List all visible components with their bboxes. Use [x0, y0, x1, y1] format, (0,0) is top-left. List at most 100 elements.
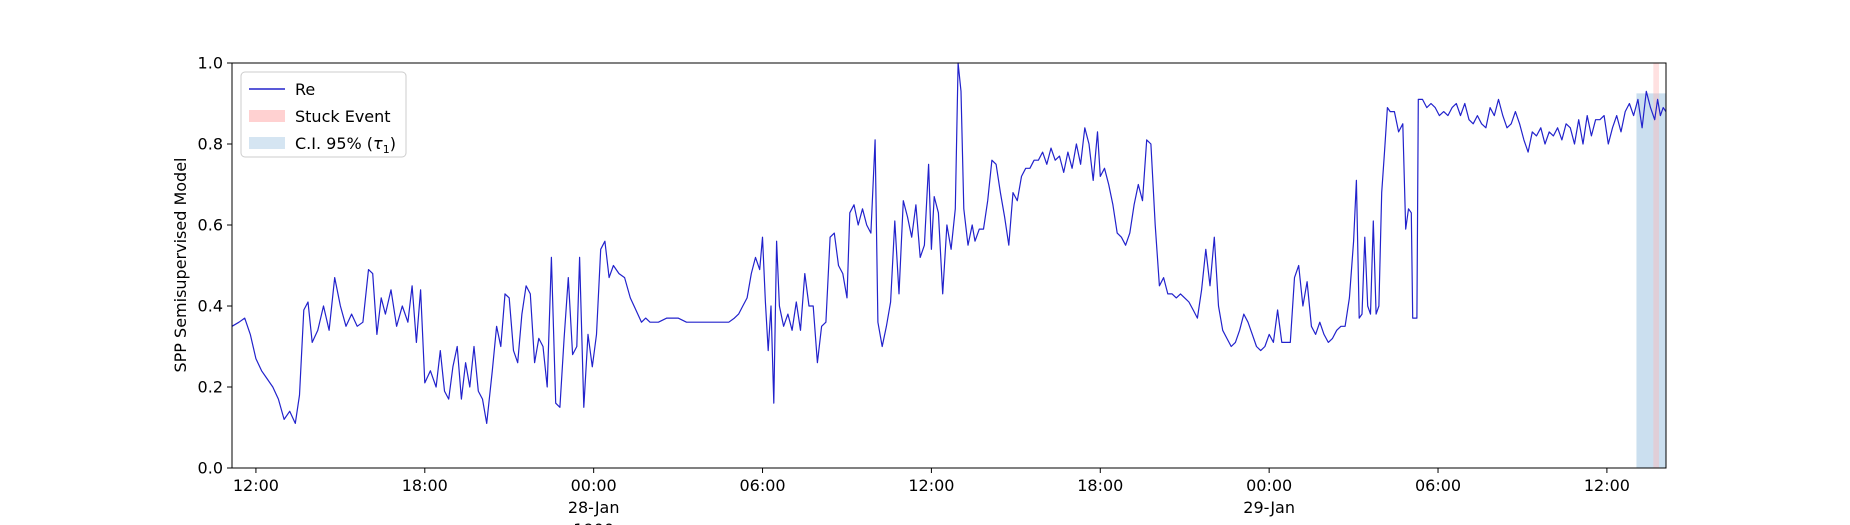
data-point: [1235, 342, 1236, 343]
data-point: [526, 285, 527, 286]
y-tick-label: 0.0: [198, 459, 223, 478]
data-point: [1050, 148, 1051, 149]
data-point: [762, 237, 763, 238]
data-point: [572, 354, 573, 355]
data-point: [1523, 139, 1524, 140]
data-point: [886, 326, 887, 327]
data-point: [1544, 143, 1545, 144]
data-point: [678, 318, 679, 319]
shaded-region-stuck-event: [1653, 63, 1659, 468]
data-point: [728, 322, 729, 323]
data-point: [1447, 115, 1448, 116]
data-point: [817, 362, 818, 363]
data-point: [1209, 285, 1210, 286]
data-point: [513, 350, 514, 351]
data-point: [1502, 115, 1503, 116]
data-point: [596, 334, 597, 335]
data-point: [312, 342, 313, 343]
data-point: [1578, 119, 1579, 120]
data-point: [624, 277, 625, 278]
data-point: [825, 322, 826, 323]
data-point: [666, 318, 667, 319]
data-point: [1163, 277, 1164, 278]
data-point: [755, 257, 756, 258]
data-point: [890, 301, 891, 302]
data-point: [1591, 135, 1592, 136]
data-point: [783, 326, 784, 327]
data-point: [1072, 168, 1073, 169]
data-point: [983, 229, 984, 230]
data-point: [1260, 350, 1261, 351]
data-point: [1201, 289, 1202, 290]
data-point: [751, 273, 752, 274]
x-tick-label: 18:00: [402, 476, 448, 495]
data-point: [368, 269, 369, 270]
data-point: [1155, 224, 1156, 225]
data-point: [1566, 123, 1567, 124]
x-tick-label: 06:00: [1415, 476, 1461, 495]
data-point: [1097, 131, 1098, 132]
data-point: [808, 305, 809, 306]
data-point: [295, 423, 296, 424]
data-point: [323, 305, 324, 306]
data-point: [635, 309, 636, 310]
data-point: [1059, 156, 1060, 157]
data-point: [1121, 237, 1122, 238]
data-point: [694, 322, 695, 323]
data-point: [813, 305, 814, 306]
data-point: [1515, 111, 1516, 112]
data-point: [1625, 111, 1626, 112]
data-point: [1411, 212, 1412, 213]
data-point: [1205, 249, 1206, 250]
data-point: [576, 346, 577, 347]
data-point: [770, 305, 771, 306]
data-point: [915, 204, 916, 205]
legend-label: C.I. 95% (τ1): [295, 134, 396, 156]
data-point: [1473, 123, 1474, 124]
x-axis: 12:00 18:00 00:00 28-Jan 1900 06:00 12:00 18:00…: [233, 468, 1630, 525]
data-point: [376, 334, 377, 335]
data-point: [1452, 107, 1453, 108]
data-point: [1402, 123, 1403, 124]
data-point: [1104, 168, 1105, 169]
data-point: [1088, 143, 1089, 144]
data-point: [765, 301, 766, 302]
data-point: [351, 314, 352, 315]
data-point: [317, 330, 318, 331]
data-point: [951, 249, 952, 250]
data-point: [604, 241, 605, 242]
data-point: [776, 241, 777, 242]
data-point: [1367, 305, 1368, 306]
data-point: [385, 314, 386, 315]
data-point: [1108, 184, 1109, 185]
data-point: [1277, 309, 1278, 310]
y-tick-label: 0.4: [198, 297, 223, 316]
data-point: [1017, 200, 1018, 201]
data-point: [1356, 180, 1357, 181]
data-point: [1485, 127, 1486, 128]
data-point: [1138, 184, 1139, 185]
data-point: [1239, 330, 1240, 331]
data-point: [1481, 123, 1482, 124]
y-axis-title: SPP Semisupervised Model: [171, 158, 190, 373]
data-point: [1370, 314, 1371, 315]
data-point: [1285, 342, 1286, 343]
data-point: [779, 305, 780, 306]
data-point: [768, 350, 769, 351]
data-point: [1281, 342, 1282, 343]
data-point: [587, 334, 588, 335]
shaded-regions: [1636, 63, 1666, 468]
data-point: [1226, 338, 1227, 339]
data-point: [1528, 152, 1529, 153]
data-point: [1468, 119, 1469, 120]
data-point: [1319, 322, 1320, 323]
data-point: [1574, 143, 1575, 144]
data-point: [1426, 107, 1427, 108]
data-point: [960, 91, 961, 92]
data-point: [1084, 127, 1085, 128]
data-point: [1582, 143, 1583, 144]
data-point: [1519, 123, 1520, 124]
data-point: [1273, 342, 1274, 343]
data-point: [250, 334, 251, 335]
